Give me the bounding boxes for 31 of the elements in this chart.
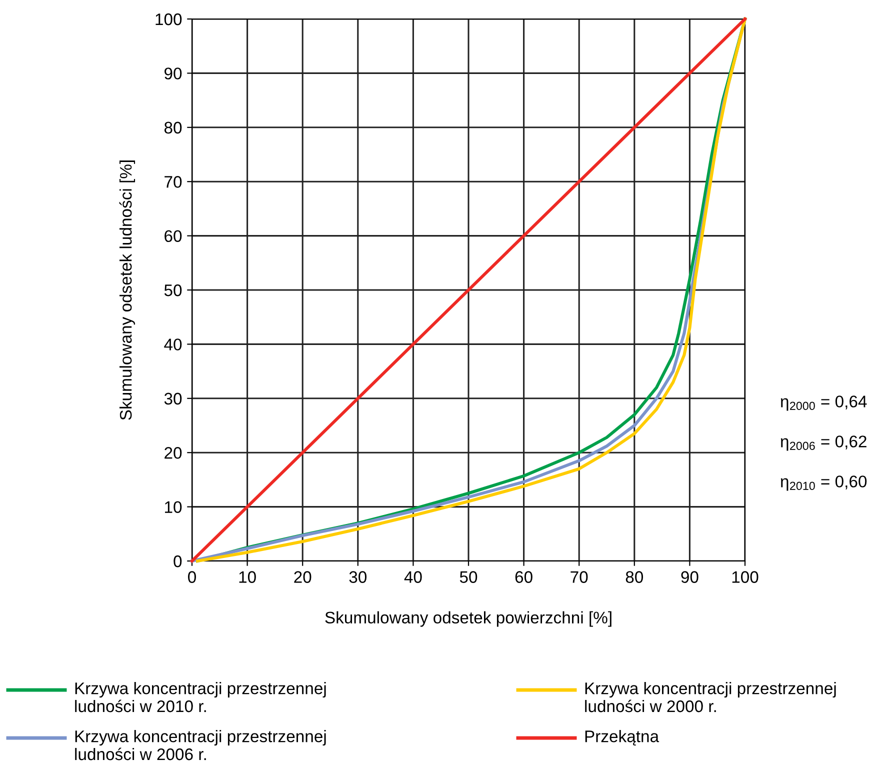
y-tick-label: 60 — [164, 230, 182, 242]
y-tick-label: 10 — [165, 501, 182, 514]
y-tick-label: 0 — [174, 555, 182, 568]
legend-label: Krzywa koncentracji przestrzennej ludności w 2000 r. — [585, 682, 836, 712]
legend-label: Krzywa koncentracji przestrzennej ludności w 2010 r. — [75, 682, 326, 712]
x-tick-label: 40 — [404, 571, 422, 583]
x-tick-label: 30 — [349, 571, 367, 583]
y-axis-title: Skumulowany odsetek ludności [%] — [119, 160, 136, 420]
x-tick-label: 60 — [515, 571, 532, 583]
y-tick-label: 90 — [164, 68, 182, 80]
x-axis-title: Skumulowany odsetek powierzchni [%] — [325, 611, 612, 627]
x-tick-label: 100 — [732, 571, 758, 583]
y-tick-label: 20 — [164, 447, 182, 459]
legend-label: Przekątna — [585, 730, 660, 746]
x-tick-label: 80 — [626, 571, 644, 583]
y-tick-label: 30 — [164, 392, 182, 405]
x-tick-label: 0 — [188, 571, 196, 583]
y-tick-label: 80 — [164, 122, 182, 134]
y-tick-label: 50 — [164, 284, 182, 296]
legend-label: Krzywa koncentracji przestrzennej ludności w 2006 r. — [75, 730, 326, 760]
x-tick-label: 70 — [570, 571, 588, 583]
y-tick-label: 100 — [156, 13, 182, 26]
x-tick-label: 10 — [239, 571, 256, 583]
text: η$_{2006}$ = 0,62 — [780, 436, 866, 451]
y-tick-label: 70 — [164, 176, 182, 188]
x-tick-label: 20 — [294, 571, 312, 583]
text: η$_{2010}$ = 0,60 — [780, 476, 867, 491]
y-tick-label: 40 — [164, 338, 182, 350]
text: η$_{2000}$ = 0,64 — [780, 396, 867, 411]
x-tick-label: 50 — [460, 571, 478, 583]
x-tick-label: 90 — [681, 571, 698, 583]
